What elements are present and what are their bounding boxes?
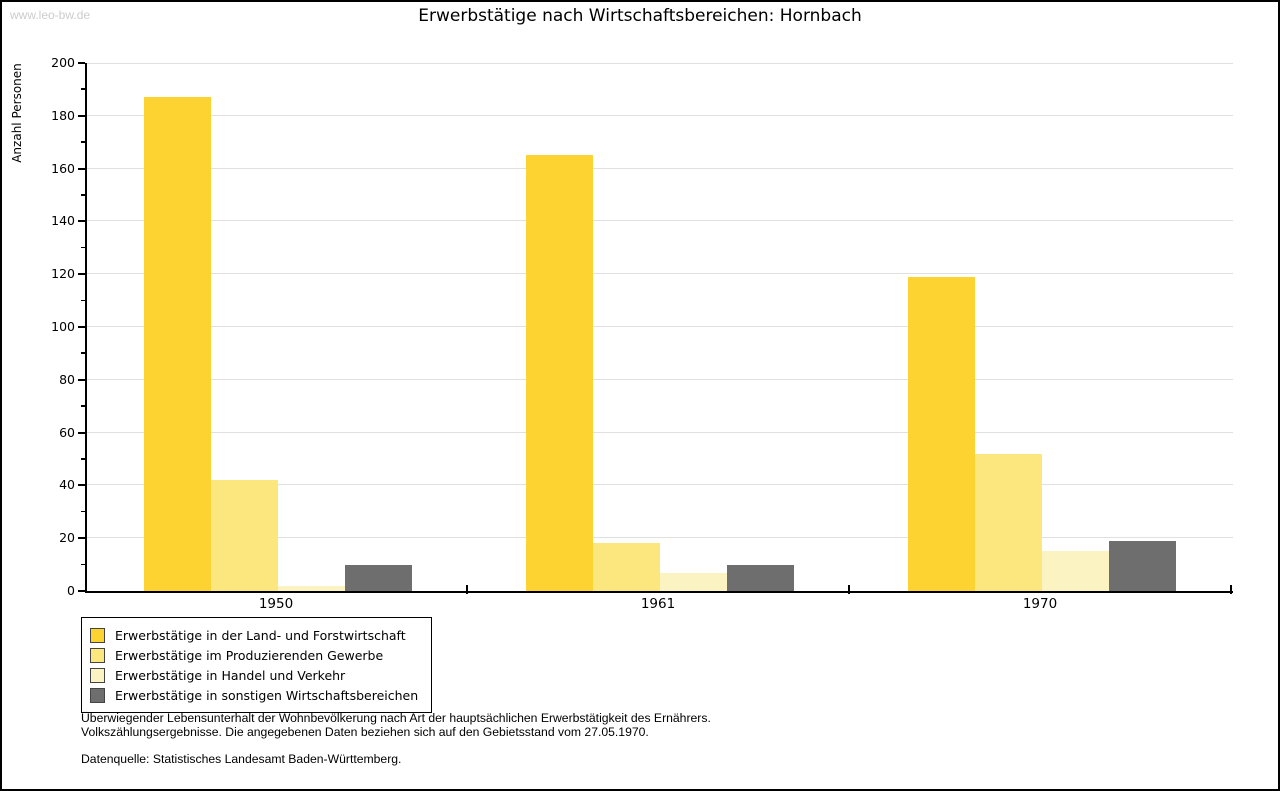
y-axis-tick [78,326,85,328]
x-axis-tick-label: 1950 [258,596,294,612]
gridline [87,63,1233,64]
legend-item: Erwerbstätige in Handel und Verkehr [90,665,418,685]
legend-swatch [90,647,105,663]
bar [975,453,1042,591]
y-axis-tick-label: 180 [51,107,75,123]
legend-swatch [90,667,105,683]
footnote-line-2: Volkszählungsergebnisse. Die angegebenen… [81,725,649,739]
footnote-line-1: Überwiegender Lebensunterhalt der Wohnbe… [81,711,711,725]
gridline [87,378,1233,380]
y-axis-tick-label: 160 [51,160,75,176]
y-axis-minor-tick [81,194,85,196]
y-axis-tick-label: 40 [59,477,75,493]
y-axis-tick-label: 0 [67,583,75,598]
y-axis-minor-tick [81,563,85,566]
legend-item: Erwerbstätige in sonstigen Wirtschaftsbe… [90,685,418,705]
gridline [87,220,1233,222]
y-axis-tick-label: 200 [51,55,75,70]
gridline [87,167,1233,169]
x-axis-tick-label: 1970 [1022,596,1058,612]
bar [593,543,660,591]
y-axis-tick-label: 20 [59,530,75,546]
y-axis-minor-tick [81,352,85,354]
y-axis-tick [78,590,85,592]
gridline [87,273,1233,275]
gridline [87,114,1233,116]
bar [660,572,727,591]
gridline [87,326,1233,327]
bar [345,564,412,591]
bar [144,97,211,591]
data-source: Datenquelle: Statistisches Landesamt Bad… [81,752,402,766]
watermark: www.leo-bw.de [10,8,91,22]
y-axis-tick [78,62,85,64]
footnote: Überwiegender Lebensunterhalt der Wohnbe… [81,711,711,766]
x-axis-boundary-tick [1230,585,1232,594]
bar [1109,540,1176,591]
gridline [87,537,1233,539]
gridline [87,484,1233,486]
legend-swatch [90,687,105,703]
legend-label: Erwerbstätige im Produzierenden Gewerbe [115,647,384,663]
x-axis-tick-label: 1961 [640,596,676,612]
legend-item: Erwerbstätige in der Land- und Forstwirt… [90,625,418,645]
y-axis-minor-tick [81,405,85,407]
bar [1042,551,1109,591]
y-axis-minor-tick [81,510,85,513]
x-axis-boundary-tick [466,585,468,594]
plot-area [85,63,1233,593]
legend-label: Erwerbstätige in sonstigen Wirtschaftsbe… [115,687,419,703]
y-axis-tick [78,167,85,170]
legend-label: Erwerbstätige in der Land- und Forstwirt… [115,627,406,643]
bar [526,155,593,591]
y-axis-tick [78,114,85,117]
bar [727,564,794,591]
x-axis-boundary-tick [848,585,850,594]
legend-item: Erwerbstätige im Produzierenden Gewerbe [90,645,418,665]
y-axis-tick [78,220,85,223]
y-axis-tick-label: 80 [59,371,75,387]
gridline [87,431,1233,433]
y-axis-tick [78,537,85,540]
y-axis-tick [78,484,85,487]
y-axis-tick [78,431,85,434]
y-axis-tick [78,273,85,276]
chart-title: Erwerbstätige nach Wirtschaftsbereichen:… [418,6,862,26]
y-axis-tick-label: 60 [59,424,75,440]
y-axis-minor-tick [81,246,85,249]
y-axis-minor-tick [81,141,85,143]
bar [278,585,345,591]
legend-swatch [90,627,105,643]
y-axis-tick [78,378,85,381]
y-axis-tick-label: 100 [51,319,75,334]
y-axis-tick-label: 140 [51,213,75,229]
y-axis-minor-tick [81,299,85,302]
y-axis-minor-tick [81,88,85,90]
legend-label: Erwerbstätige in Handel und Verkehr [115,667,346,683]
bar [211,480,278,591]
y-axis-tick-label: 120 [51,266,75,282]
y-axis-minor-tick [81,458,85,460]
legend: Erwerbstätige in der Land- und Forstwirt… [81,617,433,713]
bar [908,276,975,591]
